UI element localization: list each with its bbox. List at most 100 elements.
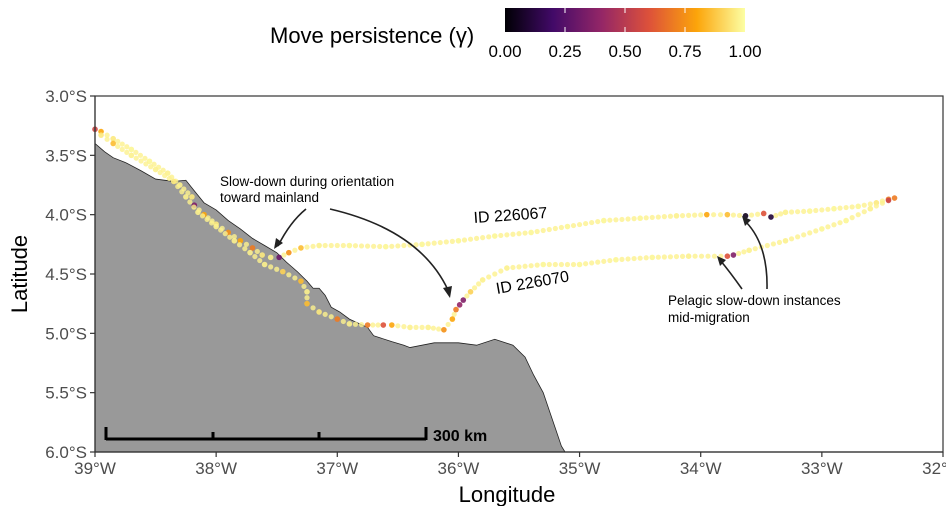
track-point — [813, 207, 819, 214]
track-point — [247, 249, 253, 256]
track-point — [631, 255, 637, 262]
track-point — [661, 214, 667, 220]
track-point — [540, 261, 547, 268]
track-point — [867, 201, 873, 207]
track-points — [92, 126, 898, 333]
track-point — [552, 261, 558, 268]
track-point — [552, 225, 558, 232]
track-point — [436, 326, 442, 332]
track-point — [498, 268, 504, 274]
track-point — [486, 274, 492, 280]
track-point — [370, 322, 376, 328]
track-point — [304, 244, 310, 250]
track-point — [873, 203, 879, 209]
track-point — [401, 324, 407, 330]
track-point — [187, 199, 193, 205]
track-point — [843, 217, 849, 224]
track-point — [142, 155, 148, 161]
track-point — [170, 178, 177, 185]
track-point — [382, 243, 389, 250]
arrowhead-icon — [443, 286, 452, 298]
track-point — [261, 261, 268, 268]
track-point — [711, 253, 718, 259]
annotation-slowdown-line1: Slow-down during orientation — [220, 174, 394, 189]
track-point — [510, 264, 516, 271]
track-point — [137, 152, 144, 158]
track-point — [236, 242, 243, 248]
track-id-226067 — [92, 126, 892, 261]
track-point — [831, 222, 837, 228]
y-axis-title: Latitude — [7, 235, 32, 313]
track-point — [703, 211, 710, 218]
track-point — [445, 321, 451, 328]
track-point — [717, 212, 724, 218]
track-point — [166, 175, 172, 182]
track-point — [667, 254, 674, 260]
track-point — [613, 217, 619, 223]
track-point — [175, 183, 181, 190]
track-point — [795, 209, 801, 215]
track-point — [316, 242, 322, 249]
track-point — [613, 256, 619, 263]
track-point — [801, 232, 807, 238]
track-point — [128, 146, 135, 153]
track-point — [730, 212, 737, 218]
arrowhead-icon — [717, 256, 726, 266]
track-point — [231, 237, 238, 244]
y-tick-label: 5.5°S — [45, 384, 87, 403]
track-point — [504, 265, 510, 271]
track-point — [637, 215, 643, 222]
track-point — [516, 231, 522, 237]
track-point — [686, 212, 692, 218]
track-point — [819, 226, 825, 232]
legend-tick-label: 0.00 — [488, 42, 521, 61]
track-point — [292, 247, 298, 253]
track-point — [254, 248, 260, 255]
x-tick-label: 37°W — [316, 459, 358, 478]
track-point — [837, 220, 843, 226]
track-point — [546, 261, 552, 268]
track-point — [730, 252, 737, 258]
track-point — [867, 205, 874, 212]
track-point — [268, 264, 274, 270]
track-point — [673, 253, 680, 260]
track-point — [304, 289, 310, 295]
track-point — [631, 216, 637, 222]
annotation-pelagic-line2: mid-migration — [668, 310, 750, 325]
track-point — [389, 243, 395, 249]
track-point — [322, 311, 328, 317]
track-point — [655, 254, 661, 260]
track-point — [849, 204, 855, 210]
track-point — [504, 232, 510, 238]
track-point — [334, 242, 340, 249]
track-point — [619, 216, 625, 223]
x-tick-label: 35°W — [559, 459, 601, 478]
track-point — [401, 242, 407, 249]
track-point — [304, 300, 310, 307]
track-point — [589, 260, 595, 266]
annotation-pelagic-line1: Pelagic slow-down instances — [668, 293, 841, 308]
track-point — [480, 235, 486, 241]
track-id-226070 — [98, 132, 898, 333]
track-point — [601, 258, 607, 264]
track-point — [259, 252, 265, 258]
track-point — [595, 218, 601, 225]
track-point — [861, 202, 867, 208]
track-point — [346, 242, 353, 249]
y-tick-label: 3.5°S — [45, 146, 87, 165]
track-point — [667, 213, 674, 219]
arrowhead-icon — [742, 216, 751, 226]
track-point — [431, 240, 437, 246]
track-point — [522, 263, 528, 269]
track-point — [692, 253, 698, 259]
track-point — [837, 205, 843, 211]
track-point — [770, 241, 777, 247]
track-point — [419, 324, 425, 330]
track-point — [119, 141, 125, 147]
track-point — [534, 228, 540, 235]
arrow-to-coast-slowdown — [329, 208, 449, 291]
track-point — [879, 200, 886, 206]
track-point — [467, 289, 474, 295]
track-point — [110, 135, 116, 142]
track-point — [619, 256, 625, 262]
